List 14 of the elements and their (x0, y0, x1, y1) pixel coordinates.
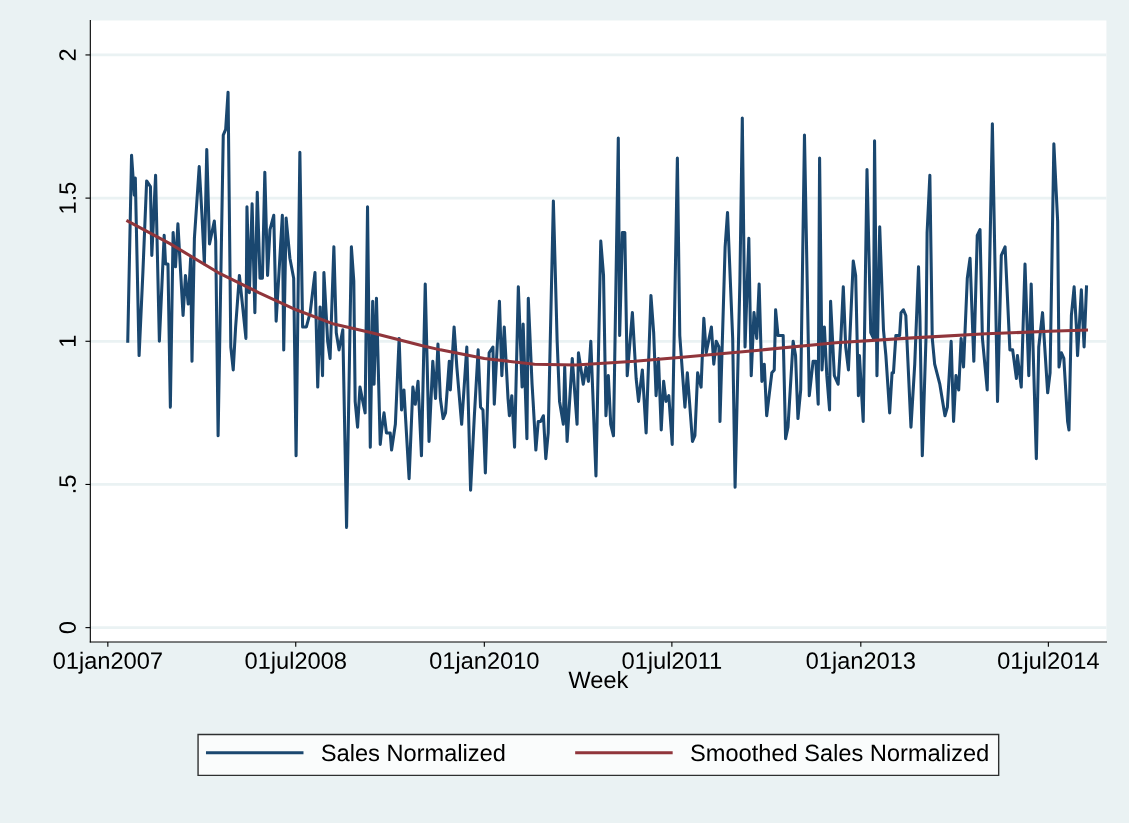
x-tick-label: 01jan2013 (806, 651, 915, 674)
y-tick-label: 0 (59, 621, 76, 634)
x-tick-label: 01jul2008 (245, 651, 346, 674)
y-tick-label: 1.5 (59, 182, 76, 213)
y-tick-label: .5 (59, 475, 76, 493)
legend-label: Smoothed Sales Normalized (691, 743, 988, 762)
y-tick-label: 2 (59, 49, 76, 61)
x-tick-label: 01jan2010 (430, 651, 539, 674)
legend-label: Sales Normalized (321, 743, 505, 762)
x-tick-label: 01jan2007 (53, 651, 162, 674)
x-tick-label: 01jul2014 (998, 651, 1099, 674)
line-series (126, 90, 1089, 529)
line-series (126, 219, 1089, 367)
y-tick-label: 1 (59, 335, 76, 347)
